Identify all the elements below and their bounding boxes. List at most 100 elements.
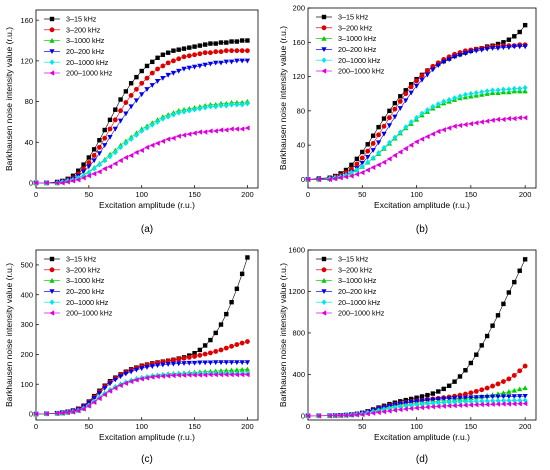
data-point — [139, 376, 144, 382]
data-point — [446, 96, 452, 103]
data-point — [484, 394, 490, 400]
data-point — [522, 44, 528, 50]
data-point — [244, 125, 250, 131]
data-point — [419, 394, 425, 399]
legend-label: 3–200 kHz — [66, 25, 101, 34]
data-point — [208, 350, 213, 356]
data-point — [511, 115, 517, 122]
data-point — [155, 55, 160, 61]
plot-frame — [307, 249, 537, 421]
legend-marker — [49, 49, 55, 55]
data-point — [375, 140, 382, 146]
data-point — [165, 50, 171, 55]
data-point — [149, 83, 155, 88]
data-point — [511, 394, 517, 400]
x-axis-title: Excitation amplitude (r.u.) — [99, 200, 195, 210]
data-point — [218, 102, 224, 109]
data-point — [392, 407, 398, 413]
data-point — [192, 52, 197, 58]
data-point — [133, 149, 139, 156]
legend-marker — [321, 68, 327, 74]
data-point — [218, 322, 224, 327]
data-point — [234, 39, 240, 44]
data-point — [430, 404, 436, 410]
data-point — [224, 311, 229, 317]
data-point — [154, 140, 160, 146]
y-tick-label: 100 — [20, 380, 33, 389]
data-point — [202, 372, 208, 378]
legend-marker — [321, 256, 327, 262]
data-point — [97, 161, 102, 168]
data-point — [80, 175, 86, 181]
x-tick-label: 200 — [519, 422, 532, 431]
legend-label: 20–1000 kHz — [338, 298, 381, 307]
series-5 — [33, 100, 250, 186]
data-point — [186, 372, 192, 378]
data-point — [387, 405, 392, 412]
data-point — [186, 107, 192, 114]
data-point — [365, 154, 371, 160]
data-point — [381, 144, 387, 151]
y-tick-label: 200 — [20, 350, 33, 359]
data-point — [392, 134, 398, 141]
data-point — [419, 73, 425, 79]
data-point — [207, 372, 213, 378]
data-point — [522, 257, 528, 262]
series-line — [308, 87, 526, 180]
data-point — [463, 398, 468, 405]
data-point — [239, 48, 245, 54]
data-point — [134, 74, 139, 80]
data-point — [419, 398, 425, 404]
data-point — [128, 81, 134, 86]
legend-label: 20–200 kHz — [338, 45, 377, 54]
data-point — [107, 126, 113, 132]
data-point — [191, 372, 197, 378]
data-point — [479, 89, 485, 95]
data-point — [228, 372, 234, 378]
data-point — [522, 22, 528, 28]
legend-label: 3–200 kHz — [338, 265, 373, 274]
data-point — [419, 401, 425, 407]
data-point — [96, 169, 102, 175]
data-point — [213, 330, 218, 336]
data-point — [202, 351, 208, 357]
data-point — [144, 125, 150, 131]
data-point — [479, 401, 484, 408]
data-point — [197, 352, 203, 358]
data-point — [102, 135, 108, 141]
data-point — [128, 378, 134, 385]
data-point — [192, 350, 197, 356]
data-point — [511, 387, 517, 393]
series-line — [308, 90, 526, 180]
data-point — [517, 401, 522, 407]
series-line — [36, 101, 248, 184]
data-point — [403, 124, 409, 131]
data-point — [170, 361, 177, 367]
y-tick-label: 120 — [20, 56, 33, 65]
y-tick-label: 0 — [29, 410, 33, 419]
data-point — [160, 138, 166, 144]
data-point — [239, 101, 245, 108]
data-point — [197, 63, 203, 69]
data-point — [337, 175, 343, 181]
data-point — [381, 123, 387, 129]
data-point — [343, 172, 349, 179]
data-point — [468, 121, 474, 127]
y-tick-label: 1200 — [288, 287, 305, 296]
data-point — [457, 52, 463, 58]
y-tick-label: 500 — [20, 261, 33, 270]
y-tick-label: 80 — [297, 106, 305, 115]
data-point — [414, 78, 419, 84]
data-point — [452, 399, 457, 405]
data-point — [91, 171, 97, 177]
legend-label: 200–1000 kHz — [338, 309, 385, 318]
data-point — [150, 59, 155, 65]
data-point — [489, 117, 495, 123]
data-point — [59, 180, 65, 186]
data-point — [490, 323, 495, 328]
data-point — [512, 279, 517, 285]
data-point — [430, 397, 436, 403]
data-point — [522, 363, 528, 369]
y-tick-label: 0 — [301, 411, 305, 420]
legend-marker — [49, 37, 55, 43]
